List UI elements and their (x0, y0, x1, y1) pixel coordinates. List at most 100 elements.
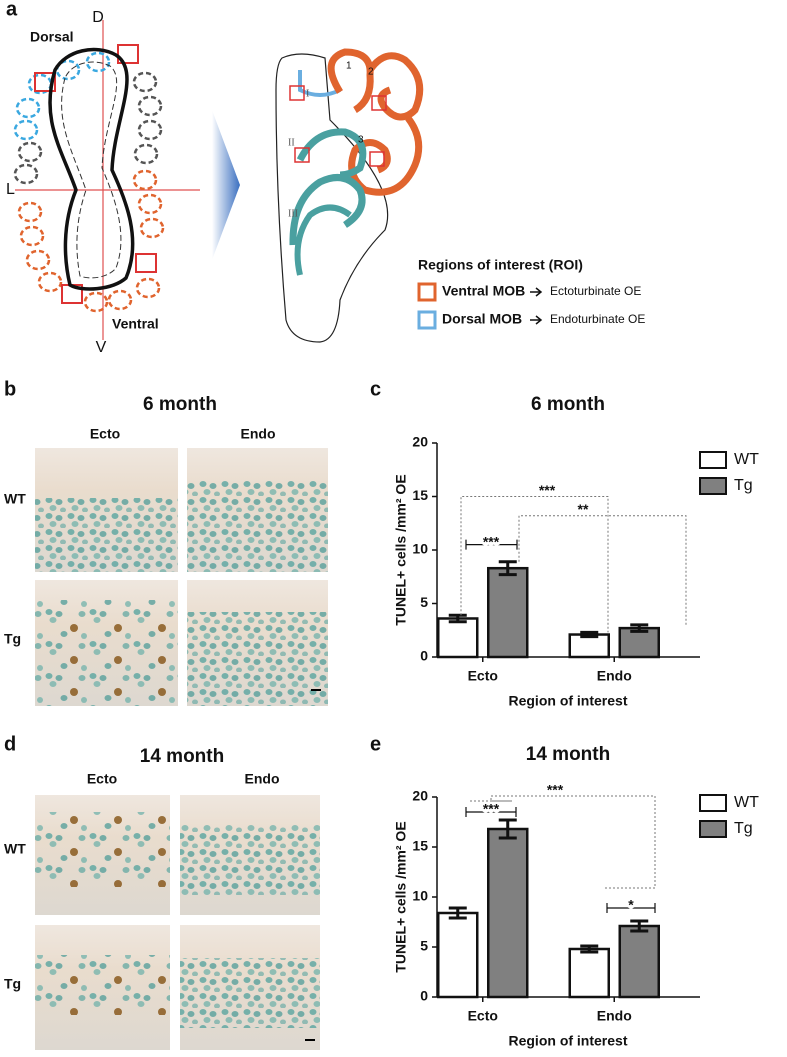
y-tick-label: 5 (420, 938, 428, 954)
error-bar (580, 944, 599, 954)
region-label: Dorsal (30, 29, 74, 45)
bar (618, 924, 660, 999)
panel-label: d (4, 733, 16, 755)
micrographs (35, 448, 328, 706)
endo-curve (296, 128, 367, 179)
x-tick-label: Ecto (468, 668, 498, 684)
bar (487, 566, 529, 659)
ecto-curve (367, 52, 424, 121)
roman-numeral: III (288, 208, 298, 219)
row-label: WT (4, 841, 26, 857)
charts: c 6 month TUNEL+ cells /mm² OE Region of in… (370, 378, 759, 1048)
micrograph-cells (187, 612, 328, 706)
glomerulus (19, 225, 45, 247)
roi-arrow (530, 287, 543, 297)
glomerulus (83, 291, 109, 313)
glomerulus (132, 169, 158, 191)
y-tick-label: 15 (412, 487, 428, 503)
bar (437, 911, 479, 999)
column-label: Ecto (90, 426, 120, 442)
axis-letter: L (6, 181, 15, 198)
panel-label: e (370, 733, 381, 755)
glomerulus (55, 59, 81, 81)
roi-legend: Ventral MOB Ectoturbinate OE Dorsal MOB End… (417, 282, 645, 330)
bulb-outline (48, 47, 135, 291)
significance-label: *** (547, 782, 564, 798)
glomerulus (85, 51, 111, 73)
error-bar (630, 623, 649, 633)
glomerulus (37, 271, 63, 293)
roi-box (294, 147, 310, 163)
roman-numeral: II (288, 137, 295, 148)
y-tick-label: 15 (412, 838, 428, 854)
significance-label: *** (483, 801, 500, 817)
panel-title: 6 month (143, 394, 217, 415)
glomerulus (135, 277, 161, 299)
glomerulus (133, 143, 159, 165)
bar (618, 626, 660, 659)
legend-swatch (699, 820, 727, 838)
error-bar (498, 818, 517, 840)
bulb-glomeruli (13, 44, 165, 313)
y-tick-label: 20 (412, 788, 428, 804)
arrow-shape (212, 110, 240, 260)
glomerulus (137, 119, 163, 141)
panel-label: c (370, 378, 381, 400)
glomerulus (132, 71, 158, 93)
x-tick-label: Ecto (468, 1008, 498, 1024)
y-axis-label: TUNEL+ cells /mm² OE (393, 474, 409, 625)
significance-bracket (606, 903, 656, 913)
roi-box (289, 85, 305, 101)
glomerulus (13, 163, 39, 185)
bar (568, 947, 610, 999)
legend-swatch (699, 451, 727, 469)
legend-swatch (699, 477, 727, 495)
significance-connector (470, 795, 656, 889)
glomerulus (13, 119, 39, 141)
column-label: Endo (245, 771, 280, 787)
significance-label: *** (483, 533, 500, 549)
panel-label: b (4, 378, 16, 400)
endo-curve (289, 174, 366, 246)
micrograph-cells (180, 825, 320, 895)
roi-label: Ventral MOB (442, 283, 525, 299)
roi-swatch (417, 310, 437, 330)
row-label: WT (4, 491, 26, 507)
roi-box (117, 44, 139, 64)
region-label: Ventral (112, 316, 159, 332)
error-bar (448, 906, 467, 920)
roi-title: Regions of interest (ROI) (418, 257, 583, 273)
legend-label: WT (734, 451, 759, 468)
turbinate-outline (275, 53, 389, 343)
significance-bracket (465, 807, 517, 817)
error-bar (498, 560, 517, 577)
chart-title: 6 month (531, 394, 605, 415)
roi-target: Endoturbinate OE (550, 312, 645, 326)
y-tick-label: 10 (412, 541, 428, 557)
panel-title: 14 month (140, 746, 224, 767)
x-tick-label: Endo (597, 1008, 632, 1024)
roi-box (369, 151, 385, 167)
legend-label: WT (734, 794, 759, 811)
x-axis-label: Region of interest (508, 1033, 627, 1049)
x-axis-label: Region of interest (508, 693, 627, 709)
error-bar (630, 919, 649, 933)
significance-connector (518, 515, 687, 625)
bar (487, 827, 529, 999)
micrograph-cells (180, 958, 320, 1028)
y-tick-label: 0 (420, 648, 428, 664)
significance-label: ** (578, 501, 589, 517)
bulb-inner (61, 61, 122, 279)
column-label: Ecto (87, 771, 117, 787)
significance-label: * (628, 897, 634, 913)
legend-label: Tg (734, 477, 753, 494)
x-tick-label: Endo (597, 668, 632, 684)
significance-label: *** (539, 482, 556, 498)
micrograph-cells (35, 955, 170, 1015)
micrograph-cells (187, 480, 328, 572)
panel-label: a (6, 0, 18, 20)
micrograph-cells (35, 600, 178, 706)
